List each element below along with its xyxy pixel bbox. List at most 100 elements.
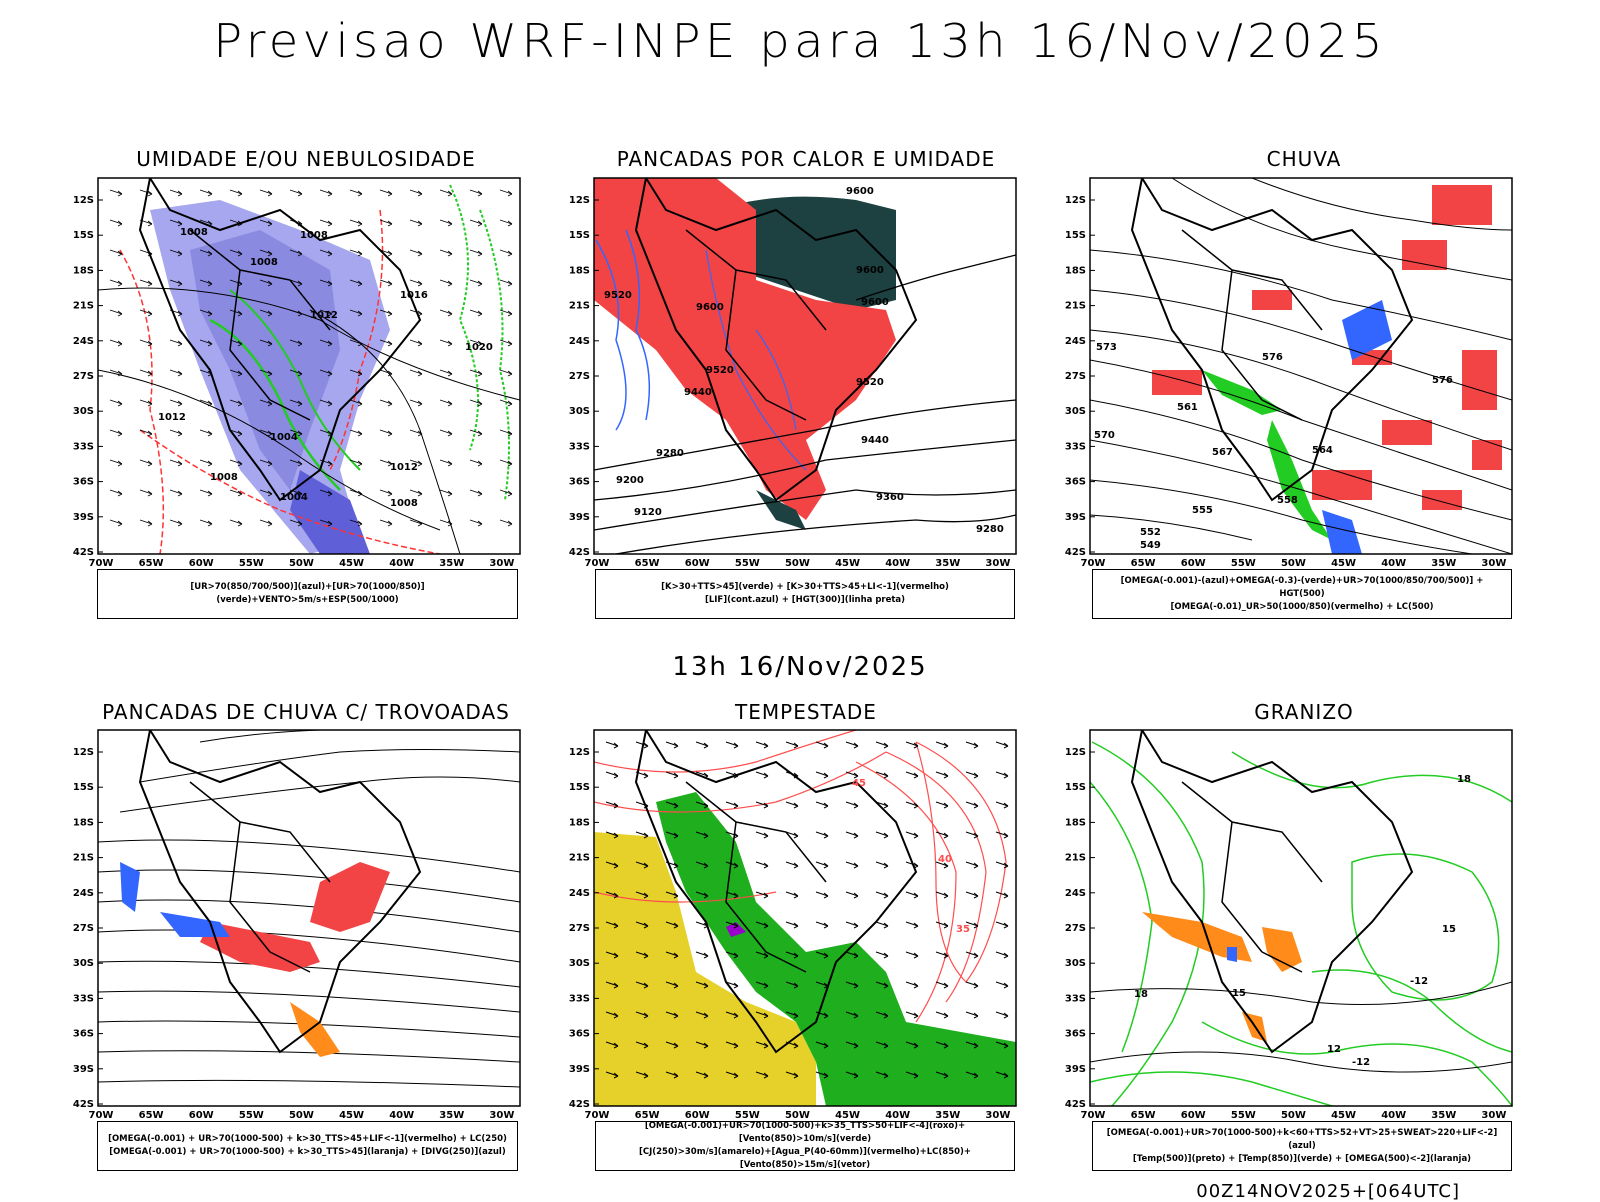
wind-vector [499, 249, 513, 257]
wind-vector [139, 189, 153, 197]
map-granizo: 18 15 12 -12 -12 18 15 12S 15S 18S 21S 24S 27… [1052, 722, 1522, 1122]
wind-vector [665, 1041, 679, 1049]
wind-vector [259, 249, 273, 257]
wind-vector [289, 489, 303, 497]
wind-vector [349, 279, 363, 287]
wind-vector [905, 951, 919, 959]
wind-vector [845, 1011, 859, 1019]
wind-vector [259, 459, 273, 467]
south-america-coast [634, 730, 918, 1054]
lon-tick-label: 70W [585, 1110, 610, 1121]
wind-vector [109, 489, 123, 497]
contour-label: 1012 [390, 462, 418, 473]
wind-vector [169, 339, 183, 347]
wind-vector [665, 951, 679, 959]
wind-vector [439, 219, 453, 227]
lon-tick-label: 50W [289, 1110, 314, 1121]
wind-vector [109, 309, 123, 317]
wind-vector [199, 369, 213, 377]
country-borders [1181, 229, 1323, 421]
wind-vector [379, 369, 393, 377]
wind-vector [289, 519, 303, 527]
wind-vector [845, 981, 859, 989]
map-umidade: 1008 1008 1008 1004 1012 1016 1020 1012 … [60, 170, 530, 570]
wind-vector [289, 429, 303, 437]
wind-vector [965, 921, 979, 929]
wind-vector [905, 981, 919, 989]
wind-vector [605, 951, 619, 959]
wind-vector [935, 771, 949, 779]
wind-vector [785, 951, 799, 959]
wind-vector [229, 369, 243, 377]
wind-vector [785, 891, 799, 899]
lon-tick-label: 40W [1381, 1110, 1406, 1121]
wind-vector [229, 249, 243, 257]
wind-vector [139, 249, 153, 257]
lon-tick-label: 35W [1431, 558, 1456, 569]
contour-label: 1008 [300, 230, 328, 241]
wind-vector [875, 741, 889, 749]
wind-vector [815, 1071, 829, 1079]
wind-vector [815, 831, 829, 839]
contour-label: 1004 [280, 492, 308, 503]
wind-vector [995, 831, 1009, 839]
wind-vector [439, 279, 453, 287]
lon-tick-label: 40W [389, 1110, 414, 1121]
lon-tick-label: 70W [585, 558, 610, 569]
wind-vector [319, 219, 333, 227]
contour-label: 35 [956, 924, 970, 935]
wind-vector [905, 891, 919, 899]
wind-vector [935, 891, 949, 899]
run-timestamp: 00Z14NOV2025+[064UTC] [1196, 1181, 1460, 1202]
contour-label: 9520 [856, 377, 884, 388]
wind-vector [725, 951, 739, 959]
wind-vector [755, 891, 769, 899]
contour-label: 1012 [158, 412, 186, 423]
wind-vector [845, 801, 859, 809]
wind-vector [439, 189, 453, 197]
wind-vector [319, 339, 333, 347]
lon-tick-label: 55W [735, 1110, 760, 1121]
wind-vector [665, 741, 679, 749]
wind-vector [935, 741, 949, 749]
contour-label: 9200 [616, 475, 644, 486]
wind-vector [635, 741, 649, 749]
contour-label: -12 [1410, 976, 1428, 987]
wind-vector [259, 429, 273, 437]
wind-vector [379, 339, 393, 347]
lon-tick-label: 35W [439, 1110, 464, 1121]
contour-label: 549 [1140, 540, 1161, 551]
lat-tick-label: 24S [569, 336, 590, 347]
k-tts-li-red-area [594, 178, 896, 510]
lat-tick-label: 24S [569, 888, 590, 899]
wind-vector [109, 429, 123, 437]
wind-vector [199, 219, 213, 227]
wind-vector [905, 1071, 919, 1079]
wind-vector [499, 339, 513, 347]
wind-vector [965, 1071, 979, 1079]
panel-title-tempestade: TEMPESTADE [735, 700, 877, 724]
wind-vector [229, 309, 243, 317]
wind-vector [965, 981, 979, 989]
wind-vector [875, 981, 889, 989]
wind-vector [845, 951, 859, 959]
wind-vector [665, 1011, 679, 1019]
wind-vector [755, 801, 769, 809]
lat-tick-label: 12S [1065, 747, 1086, 758]
contour-label: 9360 [876, 492, 904, 503]
lon-tick-label: 45W [835, 1110, 860, 1121]
wind-vector [905, 921, 919, 929]
wind-vector [199, 489, 213, 497]
wind-vector [815, 921, 829, 929]
wind-vector [605, 831, 619, 839]
wind-vector [109, 219, 123, 227]
legend-trovoadas: [OMEGA(-0.001) + UR>70(1000-500) + k>30_… [97, 1121, 518, 1171]
lat-tick-label: 21S [569, 301, 590, 312]
lat-tick-label: 27S [73, 923, 94, 934]
lon-tick-label: 65W [1131, 558, 1156, 569]
wind-vector [199, 399, 213, 407]
panel-title-trovoadas: PANCADAS DE CHUVA C/ TROVOADAS [102, 700, 510, 724]
contour-label: -12 [1352, 1057, 1370, 1068]
lat-tick-label: 36S [73, 477, 94, 488]
country-borders [1181, 781, 1323, 973]
